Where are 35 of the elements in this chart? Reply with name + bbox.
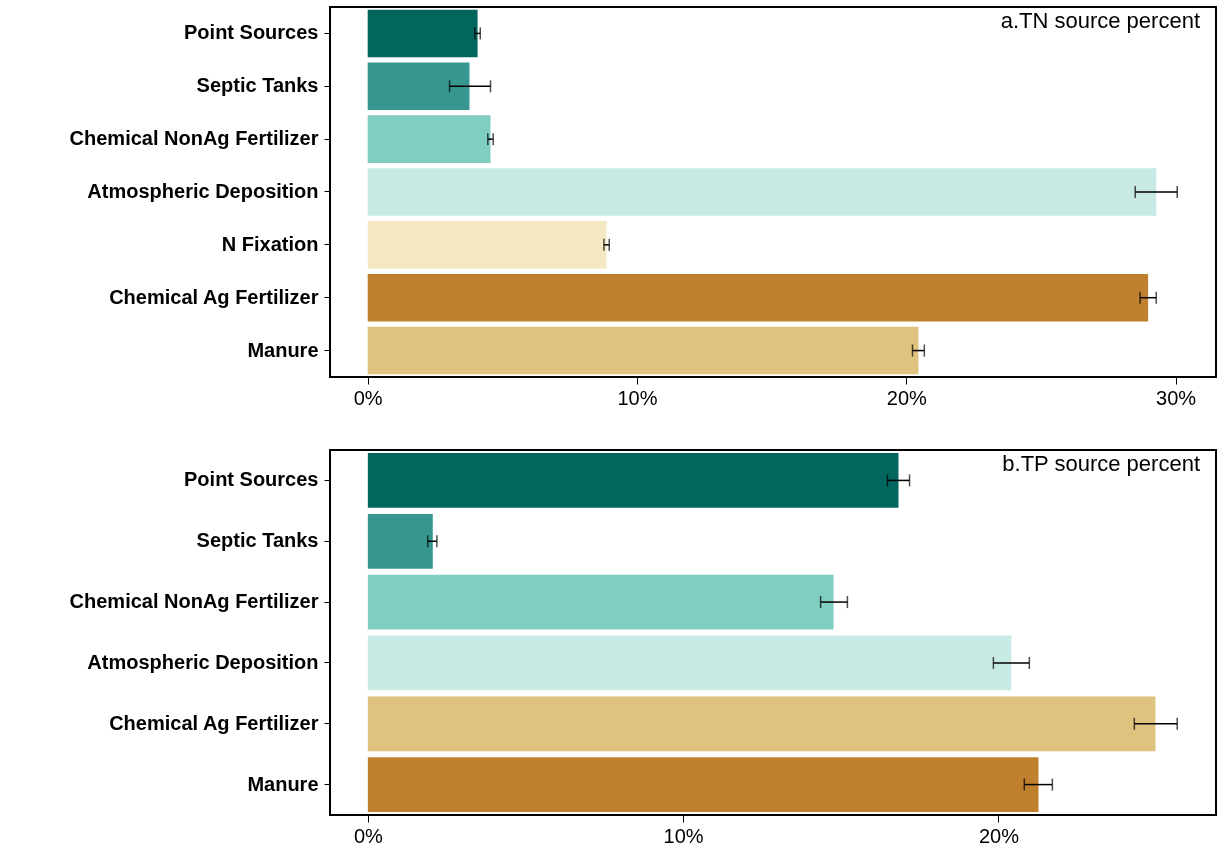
y-tick-label: Chemical NonAg Fertilizer [69,590,319,613]
x-tick-label: 10% [617,386,658,409]
bar [367,696,1156,752]
bar [367,757,1039,812]
y-tick-label: Septic Tanks [196,529,319,552]
y-tick-label: Septic Tanks [196,74,319,97]
x-tick-label: 10% [663,824,704,847]
bar [367,9,478,58]
y-tick-label: Manure [247,338,319,361]
x-tick-label: 20% [886,386,928,409]
chart-title: b.TP source percent [1002,451,1200,476]
bar [367,635,1012,691]
x-tick-label: 0% [353,386,383,409]
x-tick-label: 20% [978,824,1020,847]
bar [367,62,470,111]
bar [367,453,899,508]
bar [367,513,433,569]
y-tick-label: Atmospheric Deposition [87,180,319,202]
y-tick-label: Atmospheric Deposition [87,650,319,673]
y-tick-label: N Fixation [221,232,319,255]
y-tick-label: Point Sources [184,468,319,491]
y-tick-label: Point Sources [184,21,319,44]
bar [367,115,491,163]
x-tick-label: 0% [353,824,384,847]
y-tick-label: Manure [247,772,319,795]
y-tick-label: Chemical Ag Fertilizer [109,711,319,734]
chart-title: a.TN source percent [1000,8,1200,33]
bar [367,574,834,630]
bar [367,326,919,375]
y-tick-label: Chemical Ag Fertilizer [109,285,319,308]
bar [367,273,1149,322]
bar [367,221,607,269]
y-tick-label: Chemical NonAg Fertilizer [69,127,319,150]
bar [367,168,1157,216]
x-tick-label: 30% [1156,386,1197,409]
